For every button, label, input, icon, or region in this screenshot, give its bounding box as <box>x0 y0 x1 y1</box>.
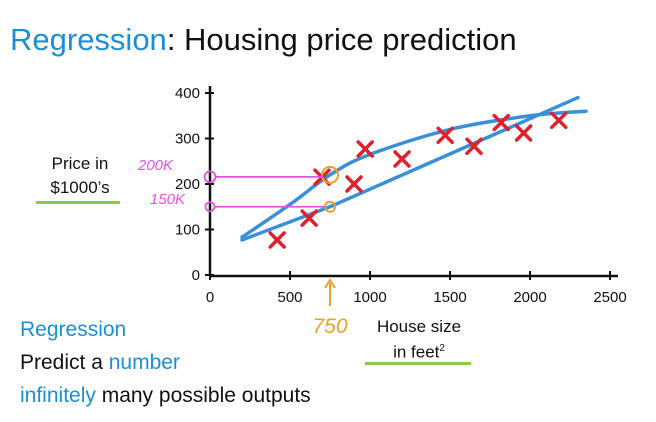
data-point <box>356 140 374 158</box>
outputs-accent: infinitely <box>20 384 96 407</box>
plot-area: 0 100 200 300 400 0 500 1000 1500 2000 2500 750 20… <box>137 85 627 338</box>
price-marker-low <box>204 201 216 213</box>
price-label-high: 200K <box>137 157 174 174</box>
title-accent: Regression <box>10 22 167 57</box>
data-point <box>465 137 483 155</box>
price-marker-high <box>203 170 217 184</box>
data-point <box>268 231 286 249</box>
x-tick-label: 1500 <box>433 289 466 306</box>
fit-lines <box>240 95 588 242</box>
y-tick-label: 100 <box>175 222 200 239</box>
data-point <box>345 175 363 193</box>
data-point <box>514 124 533 142</box>
fit-curve <box>240 109 588 239</box>
data-point <box>300 209 318 227</box>
y-tick-label: 0 <box>192 267 200 284</box>
regression-heading: Regression <box>20 318 127 341</box>
y-axis-label-line2: $1000’s <box>50 178 110 197</box>
data-point <box>492 113 510 132</box>
predict-prefix: Predict a <box>20 351 109 374</box>
y-ticks: 0 100 200 300 400 <box>175 85 214 284</box>
data-points <box>268 111 568 249</box>
y-tick-label: 400 <box>175 85 200 102</box>
price-label-low: 150K <box>150 191 186 208</box>
query-size-label: 750 <box>312 315 347 338</box>
x-ticks: 0 500 1000 1500 2000 2500 <box>206 271 627 306</box>
outputs-line: infinitely many possible outputs <box>20 384 311 408</box>
fit-linear <box>240 95 580 242</box>
y-tick-label: 200 <box>175 176 200 193</box>
xlabel-underline <box>365 362 471 365</box>
x-axis-label-line1: House size <box>376 317 462 336</box>
title-rest: : Housing price prediction <box>166 22 517 57</box>
query-arrow-head <box>324 278 336 289</box>
x-axis-label-line2-wrap: in feet2 <box>360 338 478 364</box>
ylabel-underline <box>36 201 120 204</box>
x-axis-label-sup: 2 <box>439 343 445 354</box>
predict-line: Predict a number <box>20 351 180 375</box>
x-tick-label: 1000 <box>353 289 386 306</box>
data-point <box>393 150 411 168</box>
y-axis-label: Price in $1000’s <box>36 152 124 200</box>
predict-accent: number <box>108 351 180 374</box>
y-axis-label-line1: Price in <box>51 154 109 173</box>
data-point <box>436 126 454 145</box>
curve-prediction-circle <box>321 165 339 184</box>
outputs-rest: many possible outputs <box>95 384 311 407</box>
x-axis-label: House size in feet2 <box>360 316 478 364</box>
x-tick-label: 0 <box>206 289 214 306</box>
x-tick-label: 2000 <box>513 289 546 306</box>
x-tick-label: 2500 <box>593 289 626 306</box>
page-title: Regression: Housing price prediction <box>10 22 517 58</box>
y-tick-label: 300 <box>175 131 200 148</box>
x-tick-label: 500 <box>277 289 302 306</box>
data-point <box>550 111 568 130</box>
prediction-annotations: 750 200K 150K <box>137 157 348 338</box>
x-axis-label-line2: in feet <box>393 342 440 362</box>
